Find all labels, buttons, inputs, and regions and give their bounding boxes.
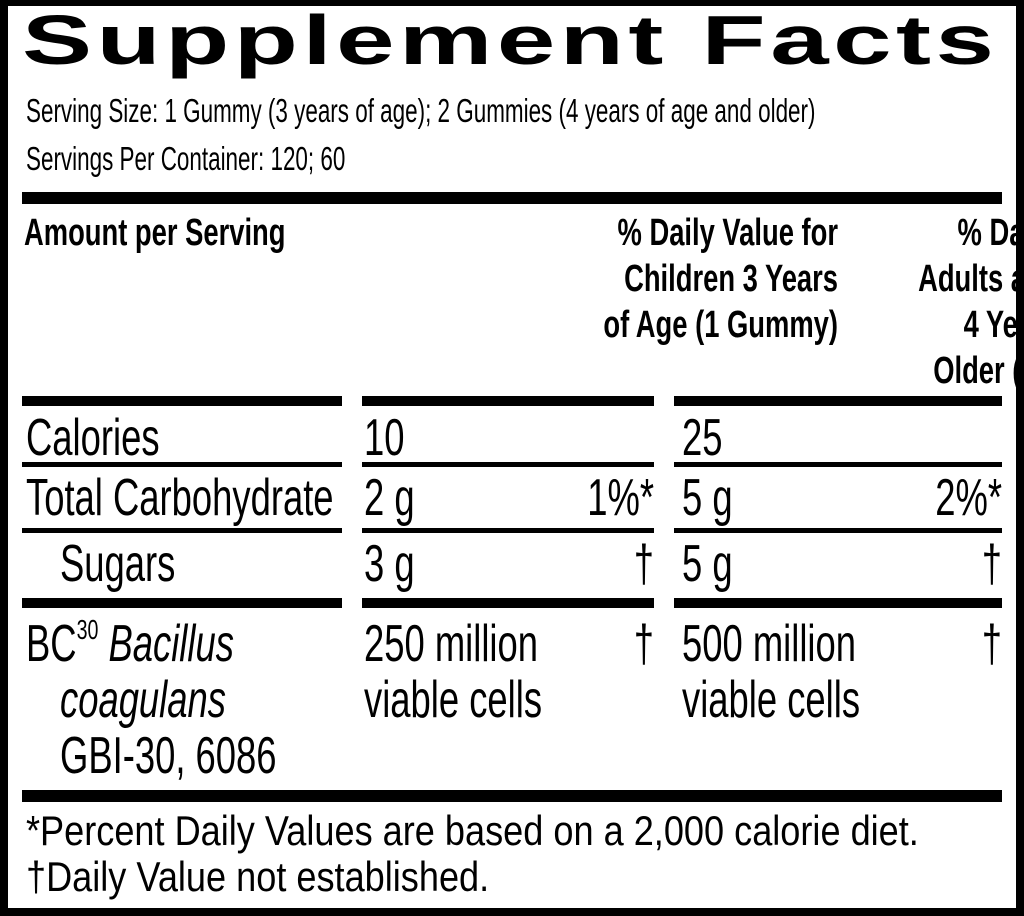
child-amount: 10: [364, 409, 405, 467]
adult-daily-value: †: [981, 535, 1002, 593]
adult-amount: 5 g: [682, 535, 733, 593]
child-daily-value: †: [633, 615, 654, 673]
divider: [674, 528, 1002, 533]
nutrient-name: Sugars: [60, 535, 176, 593]
footnote-not-established: †Daily Value not established.: [26, 853, 490, 900]
child-daily-value: †: [633, 535, 654, 593]
probiotic-species: coagulans: [60, 671, 226, 729]
divider: [362, 528, 654, 533]
divider: [22, 462, 342, 467]
header-adults-daily-value: % Daily Value for Adults and Children 4 …: [918, 212, 1016, 392]
divider: [674, 396, 1002, 406]
thick-divider: [22, 790, 1002, 802]
divider: [22, 396, 342, 406]
child-amount: 2 g: [364, 469, 415, 527]
supplement-facts-label: Supplement Facts Serving Size: 1 Gummy (…: [8, 6, 1016, 908]
header-amount-per-serving: Amount per Serving: [24, 212, 286, 254]
adult-amount: 5 g: [682, 469, 733, 527]
divider: [674, 598, 1002, 608]
child-amount: 3 g: [364, 535, 415, 593]
adult-amount: 500 million: [682, 615, 857, 673]
label-title: Supplement Facts: [22, 6, 999, 79]
adult-amount: viable cells: [682, 671, 861, 729]
adult-daily-value: 2%*: [935, 469, 1002, 527]
child-amount: 250 million: [364, 615, 539, 673]
divider: [362, 462, 654, 467]
divider: [22, 528, 342, 533]
child-amount: viable cells: [364, 671, 543, 729]
adult-amount: 25: [682, 409, 723, 467]
footnote-daily-values: *Percent Daily Values are based on a 2,0…: [26, 807, 919, 854]
child-daily-value: 1%*: [587, 469, 654, 527]
servings-per-container: Servings Per Container: 120; 60: [26, 140, 346, 177]
divider: [362, 598, 654, 608]
divider: [22, 598, 342, 608]
nutrient-name: Total Carbohydrate: [26, 469, 334, 527]
serving-size: Serving Size: 1 Gummy (3 years of age); …: [26, 92, 816, 129]
header-children-daily-value: % Daily Value for Children 3 Years of Ag…: [603, 212, 838, 346]
probiotic-strain: GBI-30, 6086: [60, 727, 277, 785]
divider: [362, 396, 654, 406]
thick-divider: [22, 192, 1002, 204]
probiotic-name: BC30 Bacillus: [26, 614, 234, 673]
divider: [674, 462, 1002, 467]
nutrient-name: Calories: [26, 409, 160, 467]
adult-daily-value: †: [981, 615, 1002, 673]
